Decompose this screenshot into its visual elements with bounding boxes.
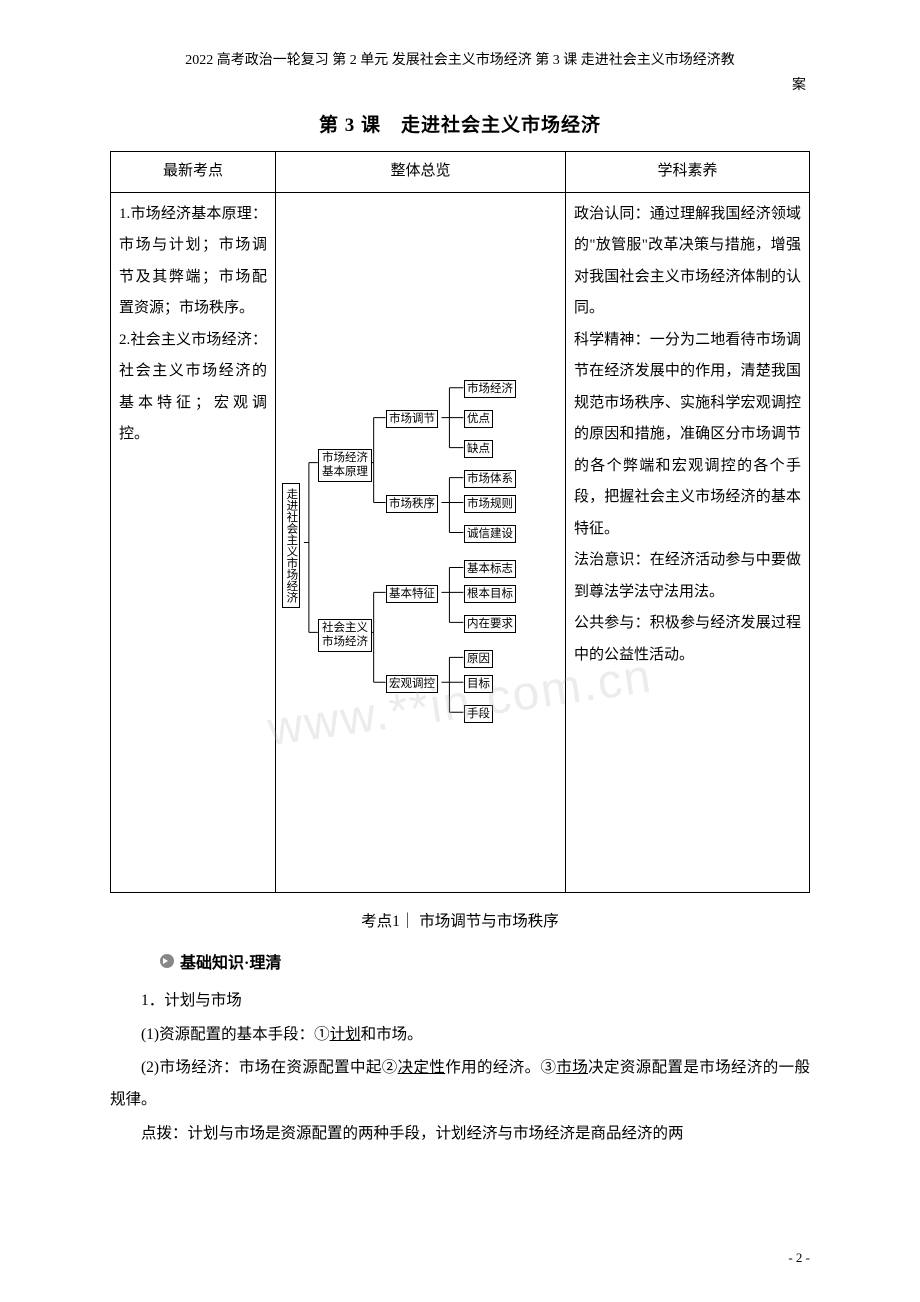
node-n1: 市场经济基本原理: [318, 449, 372, 482]
lesson-title: 第 3 课 走进社会主义市场经济: [110, 110, 810, 137]
kaodian-heading: 考点1｜ 市场调节与市场秩序: [110, 909, 810, 931]
header-line-1: 2022 高考政治一轮复习 第 2 单元 发展社会主义市场经济 第 3 课 走进…: [110, 48, 810, 73]
node-n2: 社会主义市场经济: [318, 619, 372, 652]
para-1: 1．计划与市场: [110, 985, 810, 1017]
cell-diagram: 走进社会主义市场经济 市场经济基本原理 社会主义市场经济 市场调节 市场秩序 基…: [276, 192, 566, 892]
overview-table: 最新考点 整体总览 学科素养 1.市场经济基本原理：市场与计划；市场调节及其弊端…: [110, 151, 810, 893]
node-n1a: 市场调节: [386, 410, 438, 428]
leaf-c1: 基本标志: [464, 560, 516, 578]
leaf-a1: 市场经济: [464, 380, 516, 398]
page-header: 2022 高考政治一轮复习 第 2 单元 发展社会主义市场经济 第 3 课 走进…: [110, 48, 810, 98]
leaf-d2: 目标: [464, 675, 493, 693]
leaf-b2: 市场规则: [464, 495, 516, 513]
para-4: 点拨：计划与市场是资源配置的两种手段，计划经济与市场经济是商品经济的两: [110, 1118, 810, 1150]
header-line-2: 案: [110, 73, 810, 98]
section-header: 基础知识·理清: [160, 949, 810, 973]
leaf-b3: 诚信建设: [464, 525, 516, 543]
kaodian-text: 1.市场经济基本原理：市场与计划；市场调节及其弊端；市场配置资源；市场秩序。 2…: [119, 206, 267, 443]
leaf-c3: 内在要求: [464, 615, 516, 633]
leaf-d1: 原因: [464, 650, 493, 668]
suyang-text: 政治认同：通过理解我国经济领域的"放管服"改革决策与措施，增强对我国社会主义市场…: [574, 206, 801, 663]
section-header-text: 基础知识·理清: [180, 949, 281, 973]
node-n2b: 宏观调控: [386, 675, 438, 693]
th-suyang: 学科素养: [566, 152, 810, 193]
th-kaodian: 最新考点: [111, 152, 276, 193]
th-zonglan: 整体总览: [276, 152, 566, 193]
node-root: 走进社会主义市场经济: [282, 483, 300, 608]
node-n1b: 市场秩序: [386, 495, 438, 513]
leaf-b1: 市场体系: [464, 470, 516, 488]
para-2: (1)资源配置的基本手段：①计划和市场。: [110, 1019, 810, 1051]
page-number: - 2 -: [788, 1250, 810, 1266]
leaf-c2: 根本目标: [464, 585, 516, 603]
leaf-a3: 缺点: [464, 440, 493, 458]
node-n2a: 基本特征: [386, 585, 438, 603]
cell-suyang: 政治认同：通过理解我国经济领域的"放管服"改革决策与措施，增强对我国社会主义市场…: [566, 192, 810, 892]
concept-diagram: 走进社会主义市场经济 市场经济基本原理 社会主义市场经济 市场调节 市场秩序 基…: [276, 193, 565, 892]
leaf-d3: 手段: [464, 705, 493, 723]
para-3: (2)市场经济：市场在资源配置中起②决定性作用的经济。③市场决定资源配置是市场经…: [110, 1052, 810, 1116]
play-circle-icon: [160, 954, 174, 968]
cell-kaodian: 1.市场经济基本原理：市场与计划；市场调节及其弊端；市场配置资源；市场秩序。 2…: [111, 192, 276, 892]
diagram-lines: [276, 193, 565, 892]
leaf-a2: 优点: [464, 410, 493, 428]
